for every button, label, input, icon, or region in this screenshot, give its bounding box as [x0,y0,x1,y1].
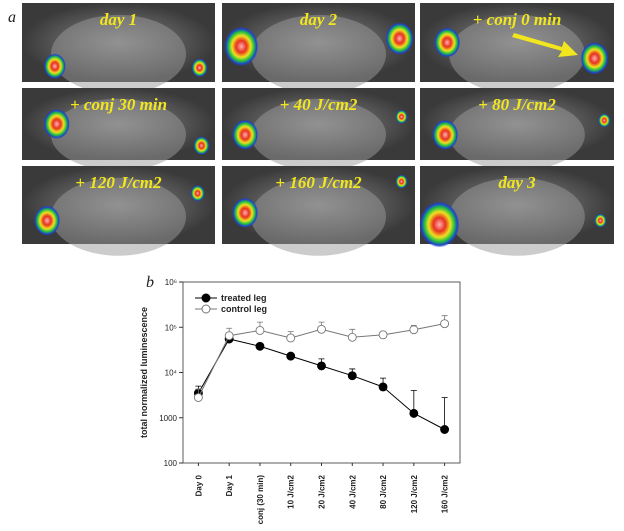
data-point [286,333,296,343]
data-point [224,331,234,341]
image: day 1 [22,3,215,94]
x-tick-label: Day 1 [225,474,234,496]
image-caption: + 40 J/cm2 [280,95,358,114]
image-body [250,14,387,94]
data-point [409,408,419,418]
image-body [250,98,387,171]
image-body [449,14,585,94]
signal-spot [432,119,459,150]
signal-spot [419,201,460,248]
data-point [440,425,450,434]
image: + conj 0 min [420,3,614,94]
legend-marker [201,304,211,314]
image-caption: day 3 [498,173,536,192]
image-body [250,177,387,256]
x-tick-label: conj (30 min) [256,475,265,525]
data-point [440,319,450,329]
image-caption: + 120 J/cm2 [75,173,162,192]
image: + 160 J/cm2 [222,166,415,256]
image: + 80 J/cm2 [420,88,614,171]
signal-spot [594,213,607,228]
y-tick-label: 1000 [159,414,177,423]
image-caption: + 160 J/cm2 [275,173,362,192]
legend-label: control leg [221,304,267,314]
image-body [449,98,585,171]
x-tick-label: 40 J/cm2 [348,474,357,508]
signal-spot [43,109,70,139]
signal-spot [224,26,259,66]
data-point [378,330,388,340]
x-tick-label: 120 J/cm2 [410,474,419,513]
signal-spot [395,174,408,189]
image-body [449,177,585,256]
data-point [317,324,326,334]
image: + conj 30 min [22,88,215,171]
signal-spot [395,109,408,124]
image-body [50,98,187,171]
series-line [197,338,445,430]
signal-spot [232,119,259,150]
image-body [50,14,187,94]
signal-spot [434,27,461,58]
x-tick-label: 20 J/cm2 [318,474,327,508]
signal-spot [385,22,414,55]
legend-marker [201,293,211,303]
x-tick-label: 10 J/cm2 [287,474,296,508]
image-caption: day 1 [100,10,137,29]
y-tick-label: 10⁵ [165,323,177,332]
y-tick-label: 10⁴ [165,369,178,378]
image-caption: + conj 0 min [473,10,562,29]
y-axis-label: total normalized luminescence [139,307,149,438]
data-point [378,382,388,392]
image-caption: + conj 30 min [70,95,167,114]
y-tick-label: 10⁶ [165,278,177,287]
panel-label: a [8,9,16,26]
data-point [286,351,296,361]
image: + 120 J/cm2 [22,166,215,256]
data-point [255,325,265,335]
data-point [347,332,357,342]
y-tick-label: 100 [164,459,178,468]
x-tick-label: 80 J/cm2 [379,474,388,508]
x-tick-label: Day 0 [194,474,203,496]
signal-spot [598,113,611,128]
signal-spot [580,42,609,75]
signal-spot [232,197,259,228]
data-point [347,371,357,381]
signal-spot [34,205,61,236]
data-point [255,341,265,351]
data-point [193,393,203,402]
data-point [409,325,419,335]
image: + 40 J/cm2 [222,88,415,171]
signal-spot [190,185,205,202]
signal-spot [191,58,208,77]
signal-spot [43,53,66,79]
image-body [50,177,187,256]
x-tick-label: 160 J/cm2 [441,474,450,513]
legend-label: treated leg [221,293,267,303]
data-point [317,361,326,371]
panel-label: b [146,274,154,291]
image: day 2 [222,3,415,94]
image-caption: + 80 J/cm2 [478,95,556,114]
arrow [512,33,578,57]
image-caption: day 2 [300,10,338,29]
image: day 3 [419,166,614,256]
signal-spot [193,136,210,155]
error-bar [441,397,448,430]
